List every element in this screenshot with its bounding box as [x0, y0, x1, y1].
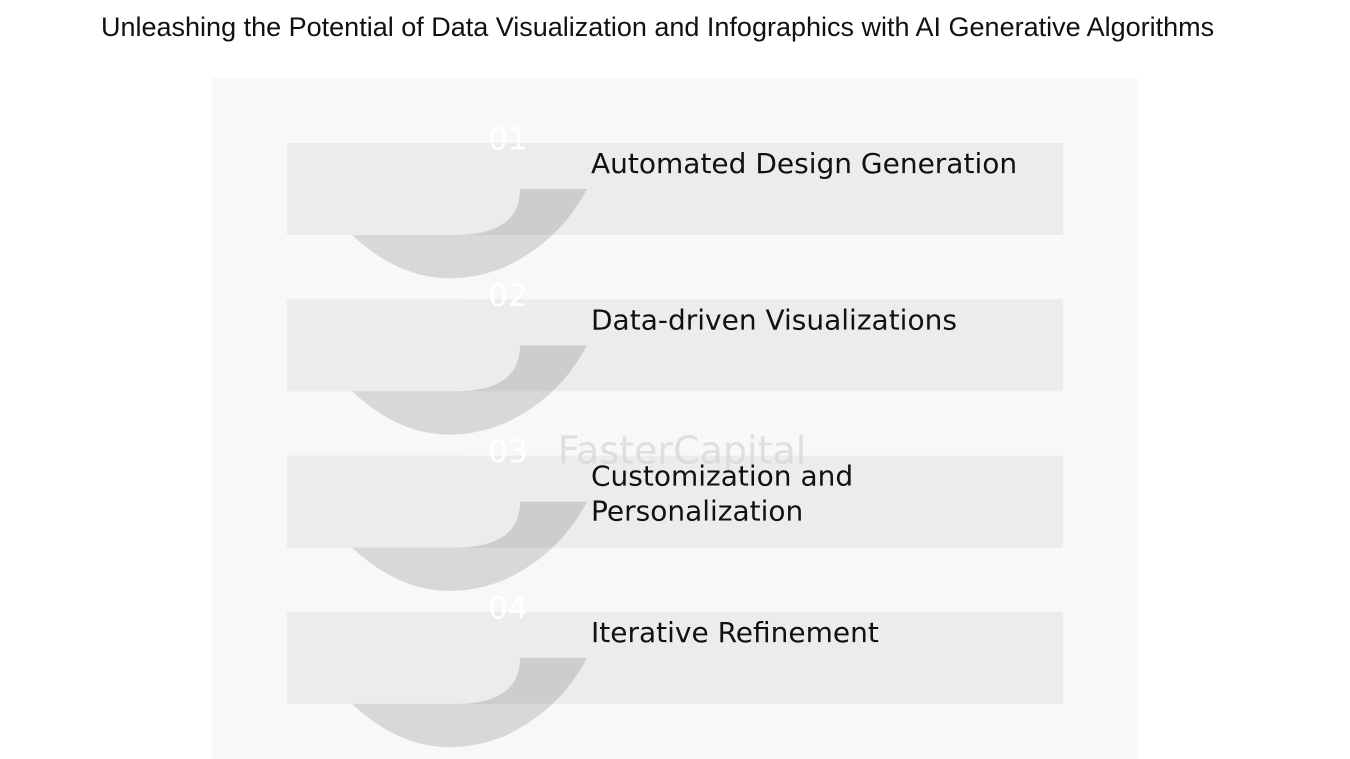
step-number: 04	[488, 590, 527, 626]
watermark: FasterCapital	[558, 429, 807, 473]
step-notch	[287, 455, 520, 548]
title: Unleashing the Potential of Data Visuali…	[101, 12, 1215, 42]
step-notch	[287, 611, 520, 704]
step-label: Data-driven Visualizations	[591, 303, 957, 336]
step-label: Iterative Refinement	[591, 616, 879, 649]
step-number: 01	[488, 122, 527, 158]
step-number: 03	[488, 434, 527, 470]
step-notch	[287, 299, 520, 392]
step-number: 02	[488, 278, 527, 314]
step-notch	[287, 143, 520, 235]
step-label: Customization and	[591, 460, 853, 493]
step-label: Automated Design Generation	[591, 147, 1017, 180]
step-label: Personalization	[591, 495, 803, 528]
